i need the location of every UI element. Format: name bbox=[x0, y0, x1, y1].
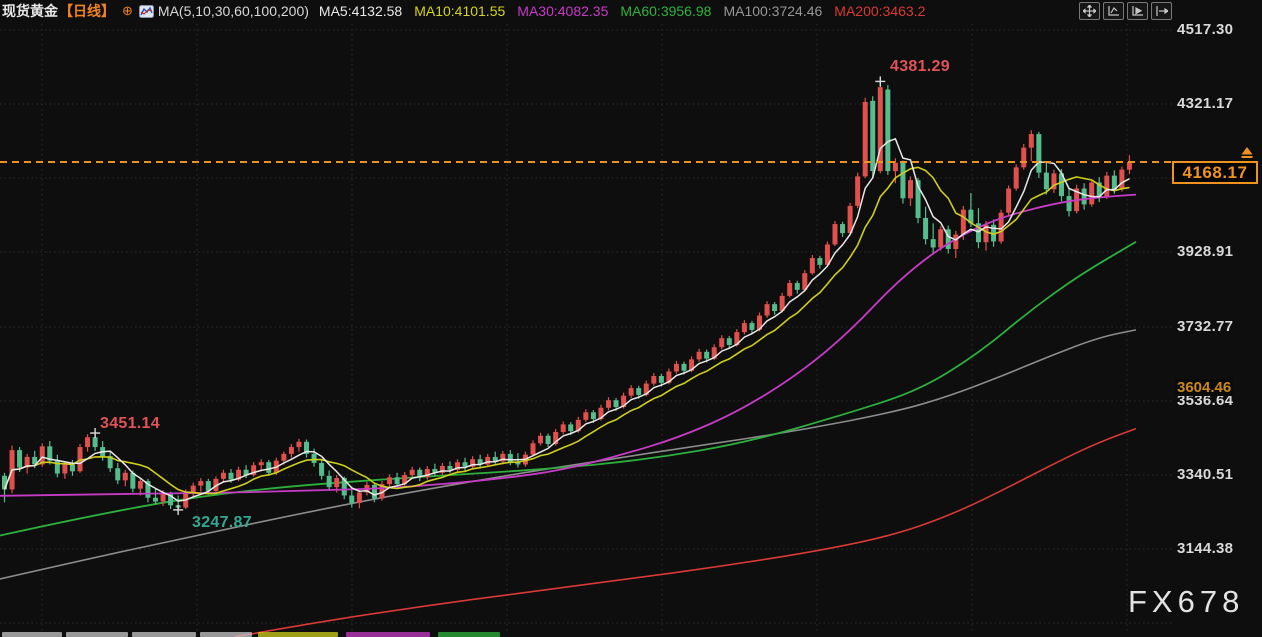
exit-panel-icon[interactable] bbox=[1151, 2, 1172, 20]
clipped-text-fragment-6 bbox=[438, 632, 500, 637]
ma-value-5: MA200:3463.2 bbox=[834, 3, 926, 19]
clipped-text-fragment-4 bbox=[258, 632, 338, 637]
last-price-tag: 4168.17 bbox=[1172, 161, 1258, 184]
y-axis-label-2: 3928.91 bbox=[1177, 243, 1234, 260]
axis-play-icon[interactable] bbox=[1127, 2, 1148, 20]
ma-value-2: MA30:4082.35 bbox=[517, 3, 609, 19]
ma-value-0: MA5:4132.58 bbox=[318, 3, 403, 19]
overlay-add-icon[interactable]: ⊕ bbox=[122, 3, 133, 18]
bottom-clipped-info bbox=[0, 630, 1262, 637]
y-axis-label-0: 4517.30 bbox=[1177, 21, 1234, 38]
y-axis-label-3: 3732.77 bbox=[1177, 318, 1234, 335]
price-up-arrow-icon bbox=[1239, 146, 1255, 164]
fx678-watermark: FX678 bbox=[1128, 584, 1245, 619]
mini-chart-icon[interactable] bbox=[138, 4, 154, 18]
clipped-text-fragment-1 bbox=[66, 632, 128, 637]
swing-high-label: 3451.14 bbox=[100, 415, 160, 432]
ma-value-4: MA100:3724.46 bbox=[723, 3, 823, 19]
y-axis-label-1: 4321.17 bbox=[1177, 95, 1234, 112]
ma-value-3: MA60:3956.98 bbox=[620, 3, 712, 19]
indicator-label[interactable]: MA(5,10,30,60,100,200) bbox=[157, 3, 309, 19]
y-axis-label-5: 3340.51 bbox=[1177, 466, 1234, 483]
axis-chart-icon[interactable] bbox=[1103, 2, 1124, 20]
symbol-name: 现货黄金 bbox=[2, 3, 58, 19]
top-info-bar: 现货黄金 【日线】 ⊕ MA(5,10,30,60,100,200) MA5:4… bbox=[0, 0, 1262, 22]
clipped-text-fragment-0 bbox=[2, 632, 62, 637]
timeframe-label[interactable]: 【日线】 bbox=[59, 3, 115, 19]
clipped-text-fragment-3 bbox=[200, 632, 252, 637]
move-icon[interactable] bbox=[1079, 2, 1100, 20]
y-axis-label-6: 3144.38 bbox=[1177, 540, 1234, 557]
clipped-text-fragment-5 bbox=[346, 632, 430, 637]
peak-high-label: 4381.29 bbox=[890, 58, 950, 75]
swing-low-label: 3247.87 bbox=[192, 514, 252, 531]
ma-value-1: MA10:4101.55 bbox=[414, 3, 506, 19]
prev-close-tag: 3604.46 bbox=[1175, 379, 1234, 396]
chart-toolbar bbox=[1079, 2, 1172, 20]
ma-values: MA5:4132.58 MA10:4101.55 MA30:4082.35 MA60:… bbox=[319, 3, 937, 19]
y-axis-label-4: 3536.64 bbox=[1177, 392, 1234, 409]
clipped-text-fragment-2 bbox=[132, 632, 196, 637]
